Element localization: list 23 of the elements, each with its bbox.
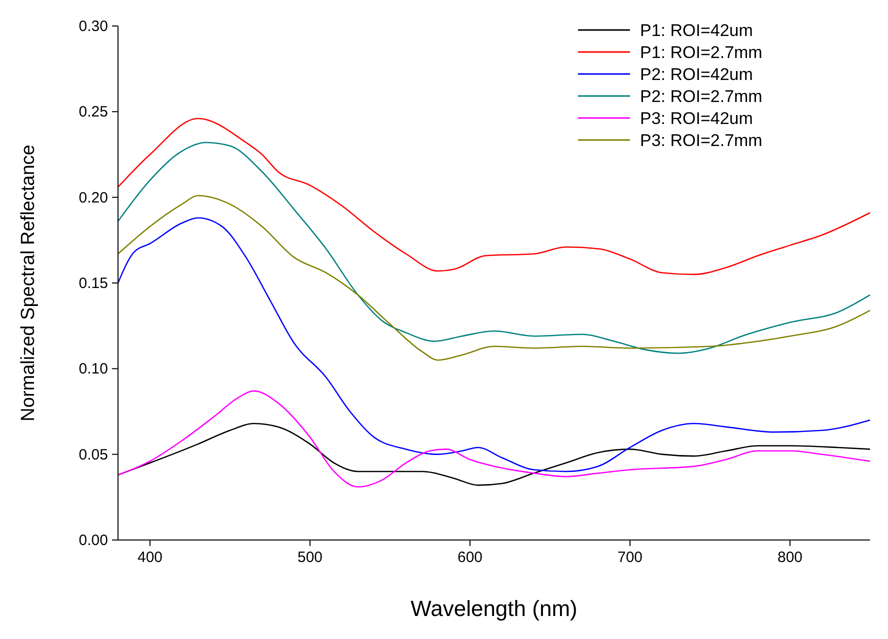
line-series bbox=[117, 194, 871, 361]
y-tick-label: 0.30 bbox=[78, 18, 108, 35]
x-axis-title: Wavelength (nm) bbox=[410, 596, 578, 621]
legend-label: P3: ROI=2.7mm bbox=[640, 131, 762, 150]
y-tick-label: 0.05 bbox=[78, 446, 108, 464]
y-tick-label: 0.15 bbox=[78, 275, 108, 292]
legend-label: P1: ROI=2.7mm bbox=[640, 43, 762, 62]
x-tick-label: 700 bbox=[617, 549, 643, 566]
x-tick-label: 800 bbox=[777, 549, 803, 566]
y-tick-label: 0.20 bbox=[78, 189, 108, 206]
legend-label: P3: ROI=42um bbox=[640, 109, 753, 128]
x-tick-label: 600 bbox=[457, 549, 483, 566]
x-tick-label: 400 bbox=[137, 549, 163, 566]
line-series bbox=[117, 390, 871, 488]
line-series bbox=[117, 217, 871, 472]
x-tick-label: 500 bbox=[297, 549, 323, 566]
legend-label: P2: ROI=2.7mm bbox=[640, 87, 762, 106]
legend-label: P1: ROI=42um bbox=[640, 21, 753, 40]
y-axis-title: Normalized Spectral Reflectance bbox=[18, 144, 39, 422]
y-tick-label: 0.00 bbox=[78, 532, 108, 549]
legend-label: P2: ROI=42um bbox=[640, 65, 753, 84]
y-tick-label: 0.25 bbox=[78, 104, 108, 121]
y-tick-label: 0.10 bbox=[78, 360, 108, 378]
